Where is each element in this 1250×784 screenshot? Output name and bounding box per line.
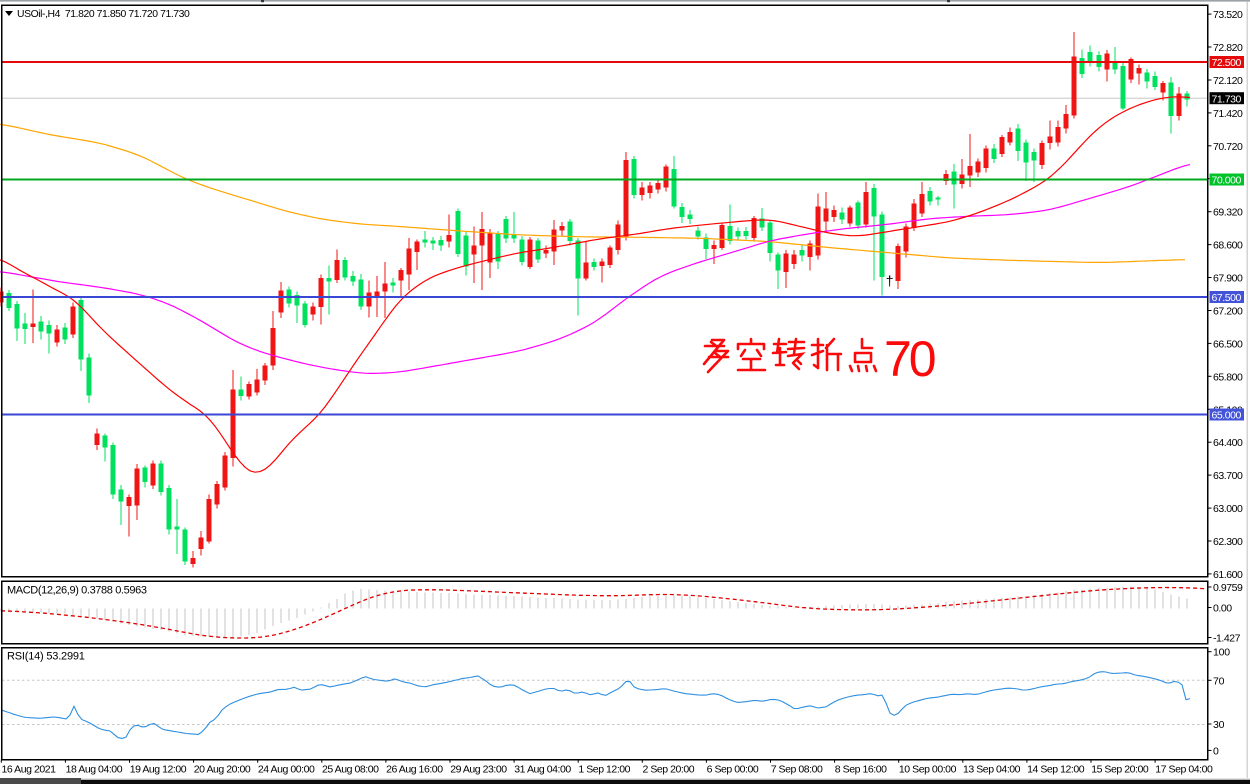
svg-text:65.800: 65.800: [1213, 371, 1243, 383]
svg-text:65.000: 65.000: [1212, 410, 1242, 422]
svg-text:71.420: 71.420: [1213, 108, 1243, 120]
svg-text:70: 70: [1213, 675, 1225, 687]
svg-text:61.600: 61.600: [1213, 569, 1243, 581]
svg-text:72.820: 72.820: [1213, 42, 1243, 54]
svg-text:64.400: 64.400: [1213, 437, 1243, 449]
svg-text:8 Sep 16:00: 8 Sep 16:00: [835, 764, 887, 776]
svg-text:73.520: 73.520: [1213, 9, 1243, 21]
svg-text:67.900: 67.900: [1213, 273, 1243, 285]
svg-text:20 Aug 20:00: 20 Aug 20:00: [194, 764, 251, 776]
svg-text:72.500: 72.500: [1212, 57, 1242, 69]
svg-text:67.200: 67.200: [1213, 306, 1243, 318]
svg-text:31 Aug 04:00: 31 Aug 04:00: [514, 764, 571, 776]
svg-text:67.500: 67.500: [1212, 292, 1242, 304]
svg-text:24 Aug 00:00: 24 Aug 00:00: [258, 764, 315, 776]
svg-text:72.120: 72.120: [1213, 75, 1243, 87]
svg-text:30: 30: [1213, 719, 1225, 731]
svg-text:63.700: 63.700: [1213, 470, 1243, 482]
svg-text:70.000: 70.000: [1212, 175, 1242, 187]
svg-text:USOil-,H4 71.820 71.850 71.72: USOil-,H4 71.820 71.850 71.720 71.730: [17, 9, 190, 20]
svg-text:0: 0: [1213, 745, 1219, 757]
svg-text:13 Sep 04:00: 13 Sep 04:00: [963, 764, 1021, 776]
svg-text:14 Sep 12:00: 14 Sep 12:00: [1027, 764, 1085, 776]
svg-text:25 Aug 08:00: 25 Aug 08:00: [322, 764, 379, 776]
svg-text:70.720: 70.720: [1213, 141, 1243, 153]
svg-text:100: 100: [1213, 647, 1230, 659]
svg-text:68.600: 68.600: [1213, 240, 1243, 252]
svg-text:2 Sep 20:00: 2 Sep 20:00: [643, 764, 695, 776]
svg-text:MACD(12,26,9) 0.3788 0.5963: MACD(12,26,9) 0.3788 0.5963: [7, 585, 147, 597]
svg-text:RSI(14) 53.2991: RSI(14) 53.2991: [7, 651, 85, 663]
svg-text:71.730: 71.730: [1212, 93, 1242, 105]
svg-text:16 Aug 2021: 16 Aug 2021: [2, 764, 57, 776]
svg-text:0.00: 0.00: [1213, 603, 1232, 615]
svg-text:†: †: [886, 273, 894, 289]
svg-text:62.300: 62.300: [1213, 536, 1243, 548]
svg-text:1 Sep 12:00: 1 Sep 12:00: [578, 764, 630, 776]
svg-text:17 Sep 04:00: 17 Sep 04:00: [1155, 764, 1213, 776]
svg-text:7 Sep 08:00: 7 Sep 08:00: [771, 764, 823, 776]
svg-text:63.000: 63.000: [1213, 503, 1243, 515]
svg-text:66.500: 66.500: [1213, 338, 1243, 350]
svg-text:26 Aug 16:00: 26 Aug 16:00: [386, 764, 443, 776]
svg-text:29 Aug 23:00: 29 Aug 23:00: [450, 764, 507, 776]
svg-text:15 Sep 20:00: 15 Sep 20:00: [1091, 764, 1149, 776]
svg-text:6 Sep 00:00: 6 Sep 00:00: [707, 764, 759, 776]
svg-text:10 Sep 00:00: 10 Sep 00:00: [899, 764, 957, 776]
svg-text:70: 70: [884, 331, 935, 387]
svg-text:19 Aug 12:00: 19 Aug 12:00: [130, 764, 187, 776]
svg-text:18 Aug 04:00: 18 Aug 04:00: [66, 764, 123, 776]
svg-text:-1.427: -1.427: [1213, 633, 1241, 645]
svg-text:69.320: 69.320: [1213, 207, 1243, 219]
svg-text:0.9759: 0.9759: [1213, 582, 1243, 594]
